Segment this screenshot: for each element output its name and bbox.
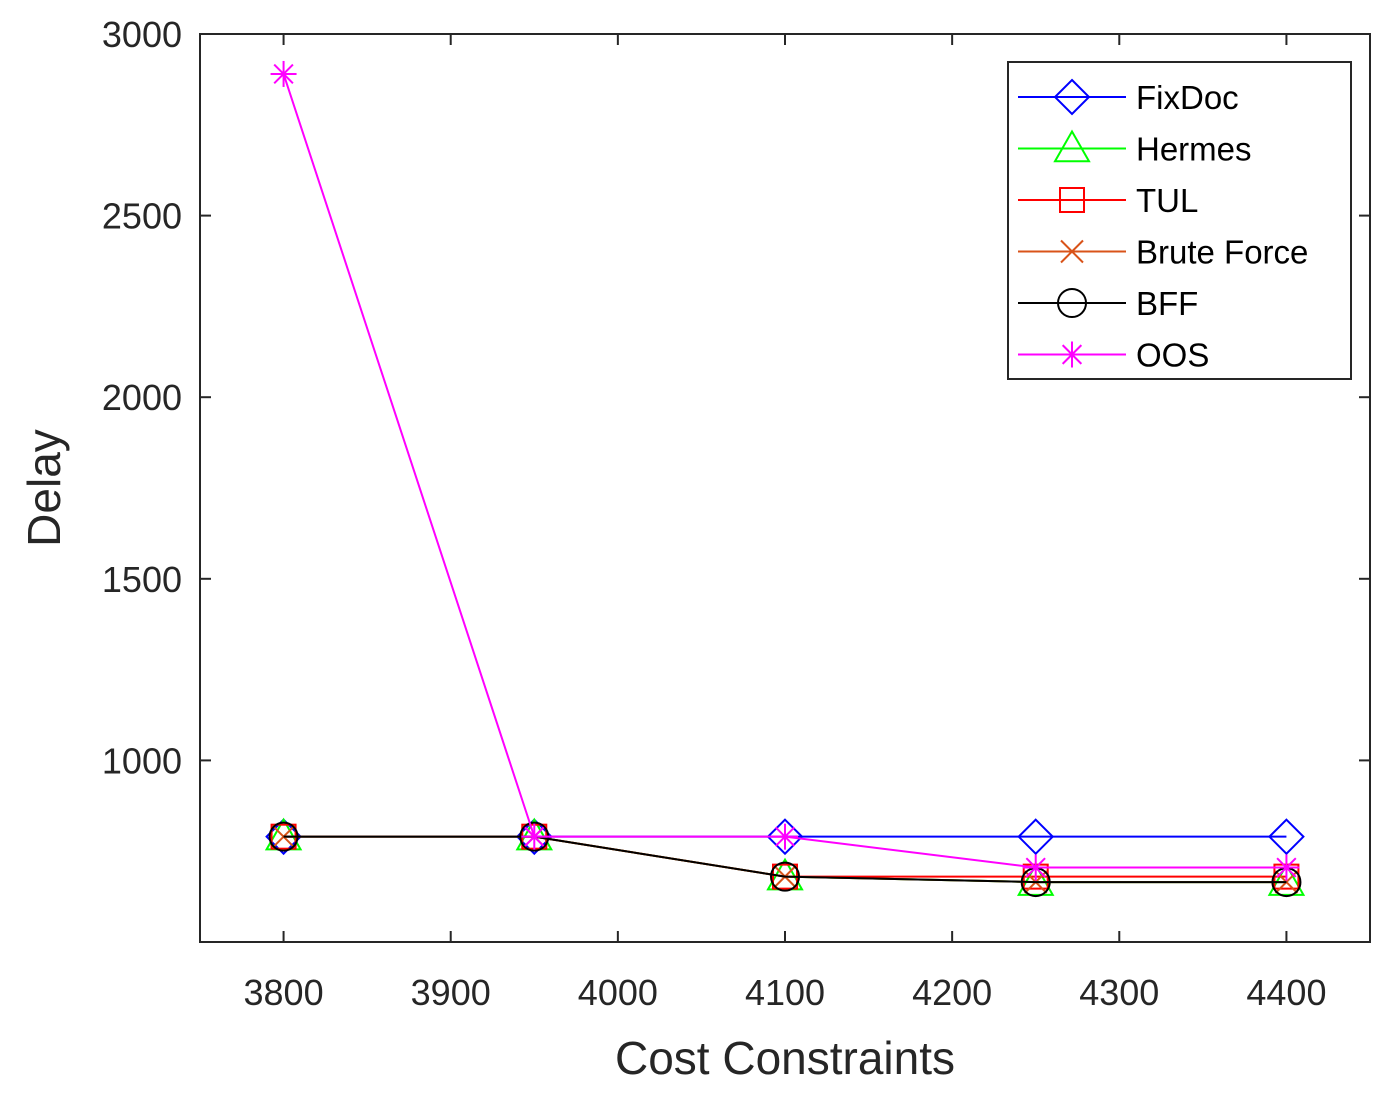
x-tick-label: 4400 (1246, 972, 1326, 1013)
data-point-oos (521, 823, 548, 850)
data-point-fixdoc (1268, 818, 1305, 856)
data-point-hermes (1267, 863, 1306, 896)
legend-label: Brute Force (1136, 234, 1308, 271)
y-tick-label: 1000 (102, 740, 182, 781)
data-point-bff (268, 821, 299, 852)
y-tick-label: 3000 (102, 14, 182, 55)
data-point-oos (772, 823, 798, 850)
legend-entry-bff: BFF (1018, 285, 1198, 322)
data-point-bff (770, 861, 800, 892)
legend-entry-fixdoc: FixDoc (1018, 78, 1239, 116)
legend-box (1007, 61, 1352, 380)
x-tick-label: 4000 (578, 972, 658, 1013)
x-tick-label: 4200 (912, 972, 992, 1013)
data-point-fixdoc (1017, 818, 1055, 856)
data-point-oos (270, 60, 297, 87)
legend-entry-tul: TUL (1018, 182, 1198, 219)
legend-label: BFF (1136, 285, 1198, 322)
x-tick-label: 4300 (1079, 972, 1159, 1013)
series-layer (264, 60, 1306, 898)
x-tick-label: 3800 (244, 972, 324, 1013)
legend-label: TUL (1136, 182, 1198, 219)
x-axis-label: Cost Constraints (615, 1032, 955, 1084)
y-tick-label: 1500 (102, 559, 182, 600)
data-point-fixdoc (766, 818, 804, 856)
data-point-hermes (1016, 863, 1055, 896)
legend-label: FixDoc (1136, 79, 1239, 116)
x-tick-label: 3900 (411, 972, 491, 1013)
series-oos (270, 60, 1300, 881)
axis-ticks: 3800 3900 4000 4100 4200 4300 4400 1000 1500 2000… (102, 14, 1370, 1013)
data-point-oos (1022, 854, 1049, 881)
y-tick-label: 2500 (102, 196, 182, 237)
legend-entry-oos: OOS (1018, 337, 1209, 374)
series-line-bff (283, 835, 1287, 884)
data-point-oos (1273, 854, 1300, 881)
legend-marker-oos (1059, 341, 1085, 368)
legend-label: Hermes (1136, 131, 1252, 168)
legend-marker-bff (1057, 288, 1087, 318)
y-tick-label: 2000 (102, 377, 182, 418)
legend-marker-tul (1059, 187, 1085, 213)
legend-marker-fixdoc (1053, 78, 1091, 116)
y-axis-label: Delay (18, 429, 70, 547)
legend-marker-hermes (1053, 129, 1091, 163)
legend-marker-brute-force (1060, 239, 1084, 264)
legend-label: OOS (1136, 337, 1209, 374)
x-tick-label: 4100 (745, 972, 825, 1013)
legend: FixDoc Hermes TUL Brute Force BFF OOS (1007, 61, 1352, 380)
legend-entry-hermes: Hermes (1018, 129, 1252, 168)
legend-entry-brute-force: Brute Force (1018, 234, 1308, 271)
